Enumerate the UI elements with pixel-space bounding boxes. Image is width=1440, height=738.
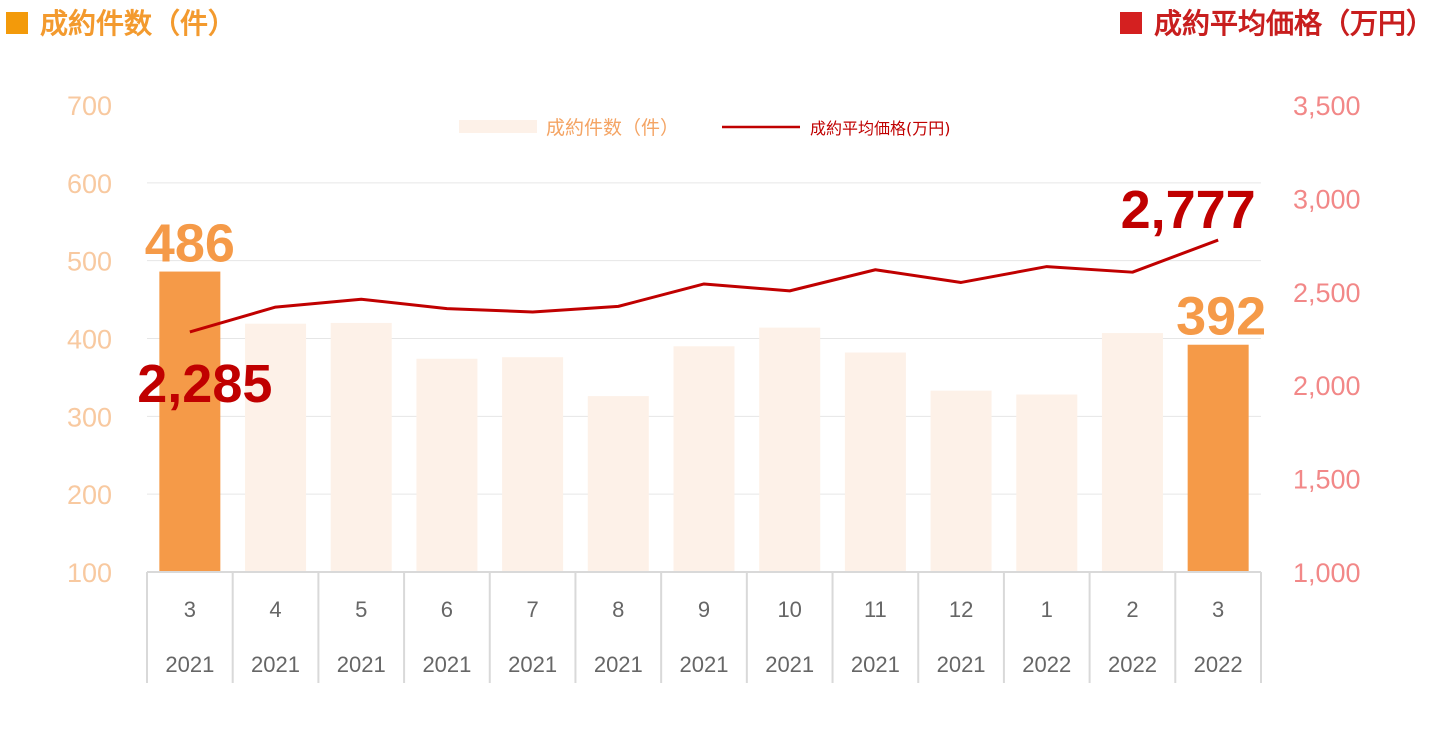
- category-month-label: 3: [184, 597, 196, 622]
- category-axis-table: 3 2021 4 2021 5 2021 6 2021 7 2021 8 2021 9 2021 10 202…: [146, 571, 1262, 683]
- left-axis: 100 200 300 400 500 600 700: [67, 91, 112, 588]
- category-year-label: 2021: [422, 652, 471, 677]
- category-year-label: 2022: [1108, 652, 1157, 677]
- bar: [673, 346, 735, 572]
- bar: [930, 390, 992, 572]
- category-month-label: 9: [698, 597, 710, 622]
- right-axis: 1,000 1,500 2,000 2,500 3,000 3,500: [1293, 91, 1361, 588]
- right-axis-tick-label: 2,500: [1293, 278, 1361, 308]
- left-axis-tick-label: 600: [67, 169, 112, 199]
- legend-bar-swatch: [459, 120, 537, 133]
- bar: [1016, 394, 1078, 572]
- bar: [159, 271, 221, 572]
- category-month-label: 3: [1212, 597, 1224, 622]
- category-month-label: 7: [526, 597, 538, 622]
- price-line: [189, 238, 1219, 334]
- right-axis-tick-label: 1,500: [1293, 465, 1361, 495]
- right-axis-title: 成約平均価格（万円）: [1119, 4, 1434, 44]
- bar: [1187, 344, 1249, 572]
- category-month-label: 11: [864, 597, 887, 622]
- category-month-label: 1: [1041, 597, 1053, 622]
- bar: [416, 358, 478, 572]
- left-axis-tick-label: 400: [67, 325, 112, 355]
- bar: [502, 357, 564, 572]
- data-labels: 486 392 2,285 2,777: [137, 180, 1266, 414]
- bar: [330, 322, 392, 572]
- category-month-label: 2: [1126, 597, 1138, 622]
- bar: [245, 323, 307, 572]
- category-month-label: 8: [612, 597, 624, 622]
- left-axis-tick-label: 700: [67, 91, 112, 121]
- bar: [1101, 333, 1163, 572]
- category-month-label: 12: [949, 597, 973, 622]
- category-year-label: 2021: [251, 652, 300, 677]
- category-month-label: 5: [355, 597, 367, 622]
- category-year-label: 2021: [508, 652, 557, 677]
- left-axis-title: 成約件数（件）: [6, 4, 236, 44]
- left-axis-tick-label: 500: [67, 247, 112, 277]
- bar-series: [159, 271, 1249, 572]
- bar-series-color-square-icon: [6, 12, 28, 34]
- category-year-label: 2021: [851, 652, 900, 677]
- line-data-label: 2,285: [137, 354, 272, 414]
- bar: [759, 327, 821, 572]
- right-axis-tick-label: 1,000: [1293, 558, 1361, 588]
- category-month-label: 4: [269, 597, 281, 622]
- right-axis-title-text: 成約平均価格（万円）: [1153, 7, 1434, 40]
- category-year-label: 2021: [594, 652, 643, 677]
- legend-line-label: 成約平均価格(万円): [810, 119, 951, 138]
- category-year-label: 2021: [165, 652, 214, 677]
- category-month-label: 6: [441, 597, 453, 622]
- line-data-label: 2,777: [1121, 180, 1256, 240]
- bar: [844, 352, 906, 572]
- line-series-color-square-icon: [1119, 12, 1142, 34]
- legend-bar-label: 成約件数（件）: [546, 117, 679, 139]
- legend: 成約件数（件） 成約平均価格(万円): [459, 117, 951, 139]
- line-series: [189, 238, 1219, 334]
- category-year-label: 2022: [1022, 652, 1071, 677]
- left-axis-tick-label: 200: [67, 480, 112, 510]
- bar-data-label: 486: [145, 214, 235, 274]
- category-year-label: 2021: [337, 652, 386, 677]
- right-axis-tick-label: 3,000: [1293, 184, 1361, 214]
- category-year-label: 2021: [765, 652, 814, 677]
- category-month-label: 10: [777, 597, 801, 622]
- category-year-label: 2021: [680, 652, 729, 677]
- left-axis-tick-label: 100: [67, 558, 112, 588]
- right-axis-tick-label: 2,000: [1293, 371, 1361, 401]
- bar-data-label: 392: [1176, 287, 1266, 347]
- bar: [587, 396, 649, 572]
- category-year-label: 2022: [1194, 652, 1243, 677]
- left-axis-title-text: 成約件数（件）: [40, 7, 237, 40]
- category-year-label: 2021: [937, 652, 986, 677]
- left-axis-tick-label: 300: [67, 402, 112, 432]
- right-axis-tick-label: 3,500: [1293, 91, 1361, 121]
